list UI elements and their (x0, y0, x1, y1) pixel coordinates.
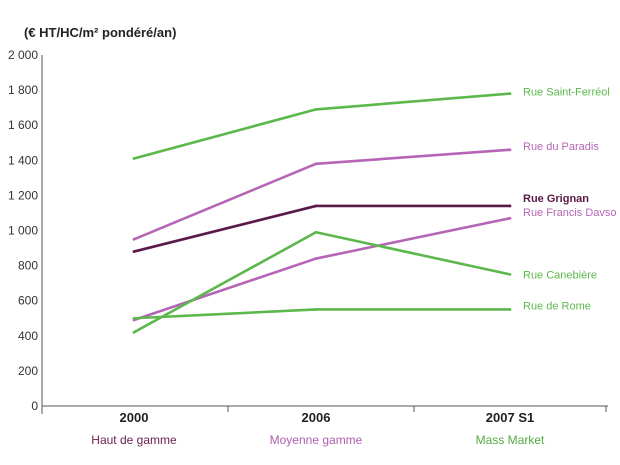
y-tick-label: 1 400 (8, 153, 38, 167)
data-point (132, 316, 136, 320)
series-label: Rue Grignan (523, 193, 589, 205)
data-point (314, 257, 318, 260)
category-note: Haut de gamme (91, 433, 177, 447)
series-label: Rue Canebière (523, 269, 597, 281)
y-tick-label: 1 800 (8, 83, 38, 97)
series-label: Rue de Rome (523, 300, 591, 312)
data-point (508, 216, 512, 220)
series-label: Rue Francis Davso (523, 207, 617, 219)
series-line (133, 230, 511, 334)
data-point (132, 237, 136, 241)
data-point (132, 157, 136, 160)
series-line (133, 308, 510, 320)
series-lines (132, 92, 512, 334)
series-line (133, 148, 511, 241)
y-tick-label: 1 200 (8, 188, 38, 202)
data-point (508, 308, 512, 311)
data-point (508, 92, 512, 96)
data-point (314, 230, 318, 234)
x-tick-label: 2000 (120, 410, 149, 425)
y-tick-label: 1 600 (8, 118, 38, 132)
data-point (314, 162, 318, 166)
y-axis: 0 200 400 600 800 1 000 1 200 1 400 1 600 1 800 2 … (8, 48, 43, 414)
category-notes: Haut de gamme Moyenne gamme Mass Market (91, 433, 545, 447)
series-label: Rue du Paradis (523, 141, 599, 153)
data-point (508, 272, 512, 276)
y-tick-label: 400 (18, 329, 38, 343)
y-tick-label: 1 000 (8, 224, 38, 238)
data-point (314, 204, 318, 208)
data-point (314, 308, 318, 311)
category-note: Mass Market (476, 433, 545, 447)
category-note: Moyenne gamme (270, 433, 363, 447)
data-point (508, 204, 512, 208)
y-tick-label: 600 (18, 294, 38, 308)
x-tick-label: 2006 (302, 410, 331, 425)
x-tick-label: 2007 S1 (486, 410, 534, 425)
data-point (508, 148, 512, 152)
y-tick-label: 200 (18, 364, 38, 378)
y-axis-label: (€ HT/HC/m² pondéré/an) (24, 25, 176, 40)
y-tick-label: 0 (31, 399, 38, 413)
data-point (314, 108, 318, 111)
y-tick-label: 800 (18, 259, 38, 273)
series-line (133, 92, 511, 160)
series-labels: Rue Saint-Ferréol Rue du Paradis Rue Grign… (523, 87, 617, 313)
series-label: Rue Saint-Ferréol (523, 87, 610, 99)
data-point (132, 330, 136, 334)
data-point (132, 250, 136, 253)
x-axis: 2000 2006 2007 S1 (42, 405, 608, 425)
y-tick-label: 2 000 (8, 48, 38, 62)
